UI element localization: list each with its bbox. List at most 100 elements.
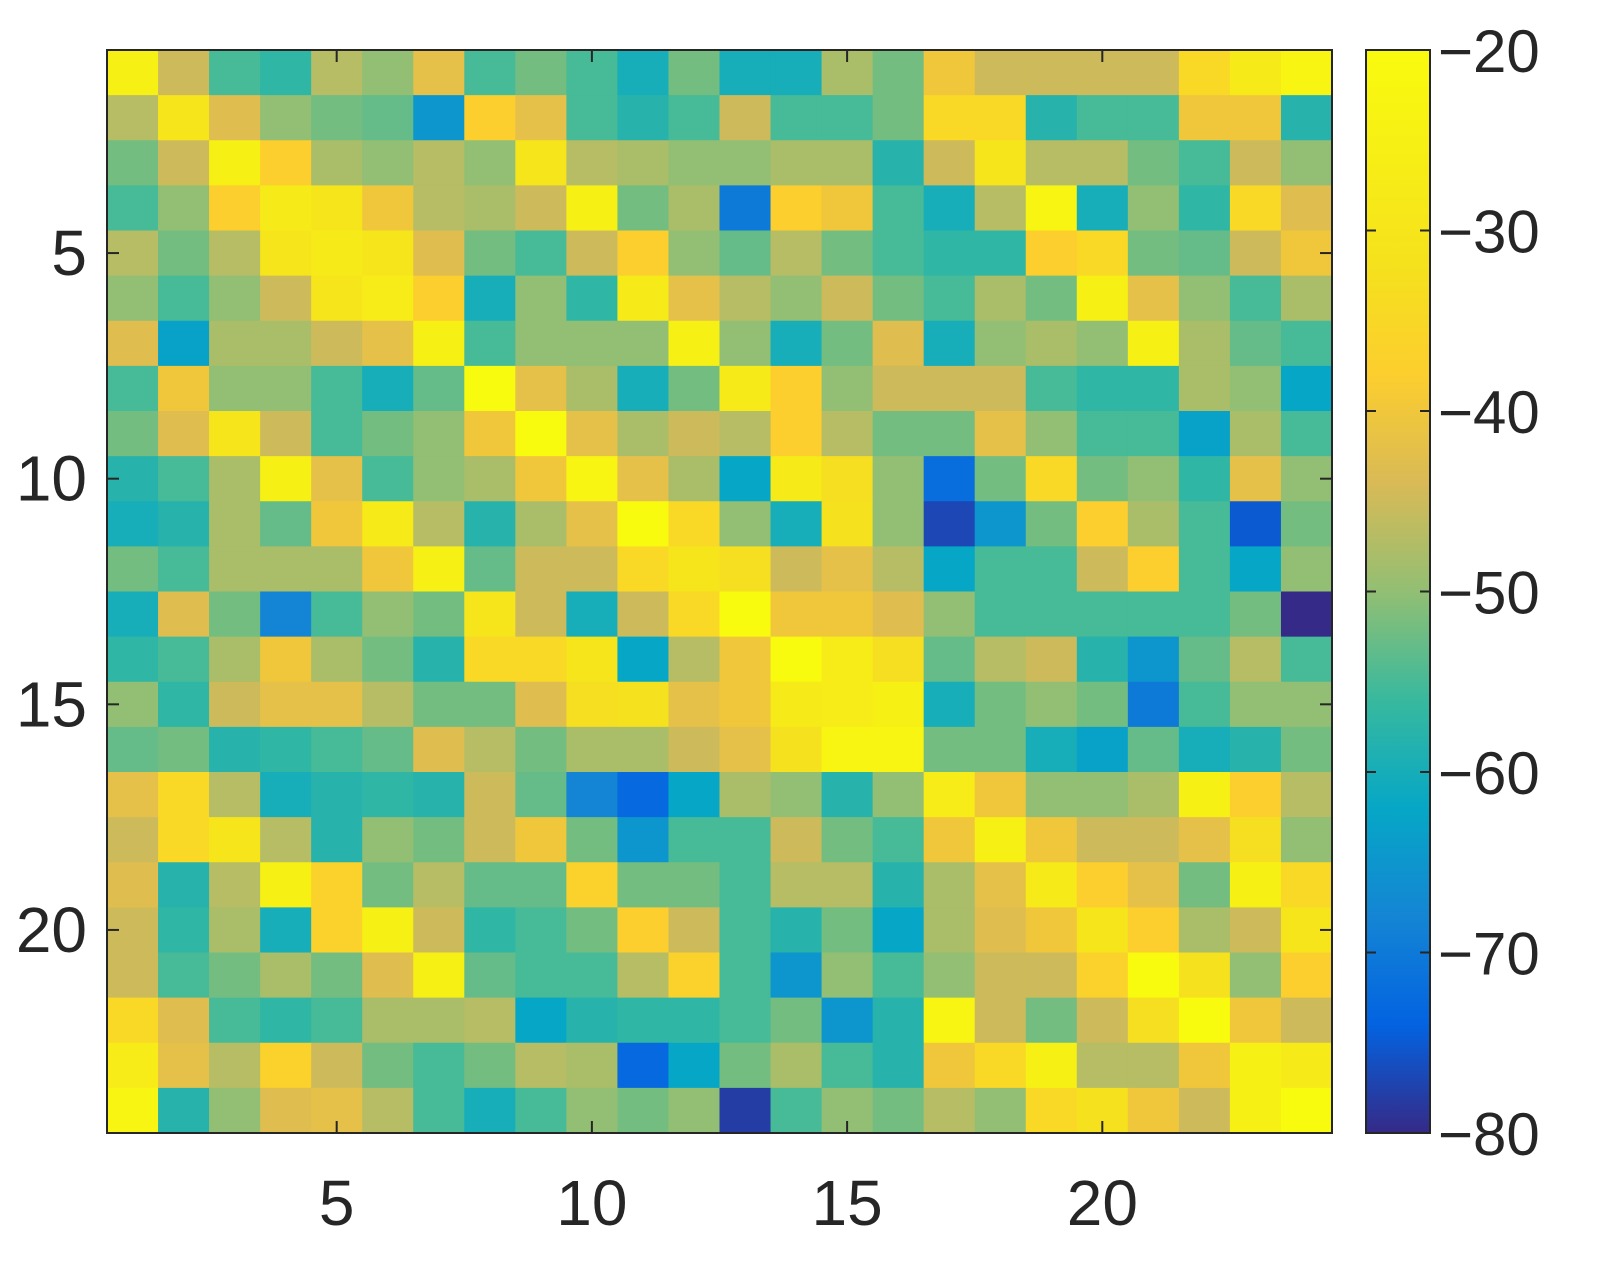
heatmap-cell (515, 365, 567, 412)
heatmap-cell (413, 817, 465, 863)
heatmap-cell (1076, 591, 1129, 638)
heatmap-cell (158, 591, 210, 638)
heatmap-cell (872, 501, 925, 547)
heatmap-cell (464, 997, 516, 1044)
heatmap-cell (566, 275, 619, 322)
heatmap-cell (770, 320, 823, 367)
heatmap-cell (668, 591, 721, 638)
heatmap-cell (719, 726, 772, 773)
heatmap-cell (158, 997, 210, 1044)
heatmap-cell (362, 681, 414, 728)
heatmap-cell (209, 140, 261, 186)
heatmap-cell (719, 365, 772, 412)
heatmap-cell (1280, 772, 1333, 818)
heatmap-cell (209, 456, 261, 502)
heatmap-cell (821, 95, 874, 141)
heatmap-cell (821, 456, 874, 502)
heatmap-cell (1076, 952, 1129, 999)
heatmap-cell (362, 772, 414, 818)
heatmap-cell (209, 636, 261, 683)
heatmap-cell (107, 275, 159, 322)
heatmap-cell (464, 772, 516, 818)
heatmap-cell (464, 1087, 516, 1134)
heatmap-cell (1229, 185, 1282, 232)
heatmap-cell (974, 1042, 1027, 1089)
heatmap-cell (158, 95, 210, 141)
heatmap-cell (719, 95, 772, 141)
heatmap-cell (1178, 681, 1231, 728)
heatmap-cell (107, 1087, 159, 1134)
heatmap-cell (668, 636, 721, 683)
heatmap-cell (1076, 772, 1129, 818)
heatmap-cell (1280, 320, 1333, 367)
heatmap-cell (1025, 140, 1078, 186)
heatmap-cell (1025, 456, 1078, 502)
heatmap-cell (311, 365, 363, 412)
heatmap-cell (1229, 952, 1282, 999)
heatmap-cell (923, 50, 976, 96)
heatmap-cell (362, 817, 414, 863)
heatmap-cell (566, 365, 619, 412)
heatmap-cell (1280, 501, 1333, 547)
heatmap-cell (821, 636, 874, 683)
heatmap-cell (158, 456, 210, 502)
heatmap-cell (974, 952, 1027, 999)
heatmap-cell (923, 952, 976, 999)
heatmap-cell (821, 907, 874, 954)
heatmap-cell (923, 95, 976, 141)
heatmap-cell (1076, 1042, 1129, 1089)
y-tick-label: 20 (16, 894, 87, 966)
heatmap-cell (566, 230, 619, 277)
heatmap-cell (209, 95, 261, 141)
heatmap-cell (1229, 1087, 1282, 1134)
heatmap-cell (974, 997, 1027, 1044)
heatmap-cell (770, 546, 823, 593)
heatmap-cell (1076, 862, 1129, 908)
heatmap-cell (617, 817, 670, 863)
heatmap-cell (107, 501, 159, 547)
heatmap-cell (362, 275, 414, 322)
heatmap-cell (362, 1042, 414, 1089)
heatmap-cell (872, 456, 925, 502)
heatmap-cell (107, 50, 159, 96)
heatmap-cell (617, 772, 670, 818)
heatmap-cell (1178, 320, 1231, 367)
heatmap-cell (362, 546, 414, 593)
heatmap-cell (974, 817, 1027, 863)
heatmap-cell (515, 817, 567, 863)
heatmap-cell (464, 185, 516, 232)
heatmap-cell (617, 546, 670, 593)
heatmap-cell (464, 907, 516, 954)
heatmap-cell (770, 862, 823, 908)
heatmap-cell (158, 907, 210, 954)
heatmap-cell (158, 862, 210, 908)
heatmap-cell (311, 636, 363, 683)
heatmap-cell (668, 140, 721, 186)
heatmap-cell (617, 456, 670, 502)
heatmap-cell (311, 681, 363, 728)
heatmap-cell (923, 907, 976, 954)
heatmap-cell (311, 501, 363, 547)
heatmap-cell (1229, 320, 1282, 367)
heatmap-cell (1127, 591, 1180, 638)
heatmap-cell (1025, 726, 1078, 773)
heatmap-cell (617, 862, 670, 908)
heatmap-cell (1229, 817, 1282, 863)
heatmap-cell (413, 952, 465, 999)
heatmap-cell (107, 726, 159, 773)
heatmap-cell (413, 997, 465, 1044)
heatmap-cell (362, 95, 414, 141)
heatmap-cell (770, 50, 823, 96)
heatmap-cell (770, 772, 823, 818)
heatmap-cell (1280, 546, 1333, 593)
heatmap-cell (1229, 772, 1282, 818)
heatmap-cell (668, 817, 721, 863)
heatmap-cell (209, 320, 261, 367)
heatmap-cell (668, 50, 721, 96)
heatmap-cell (209, 50, 261, 96)
heatmap-cell (566, 772, 619, 818)
heatmap-cell (260, 365, 312, 412)
heatmap-cell (260, 230, 312, 277)
heatmap-cell (1178, 862, 1231, 908)
